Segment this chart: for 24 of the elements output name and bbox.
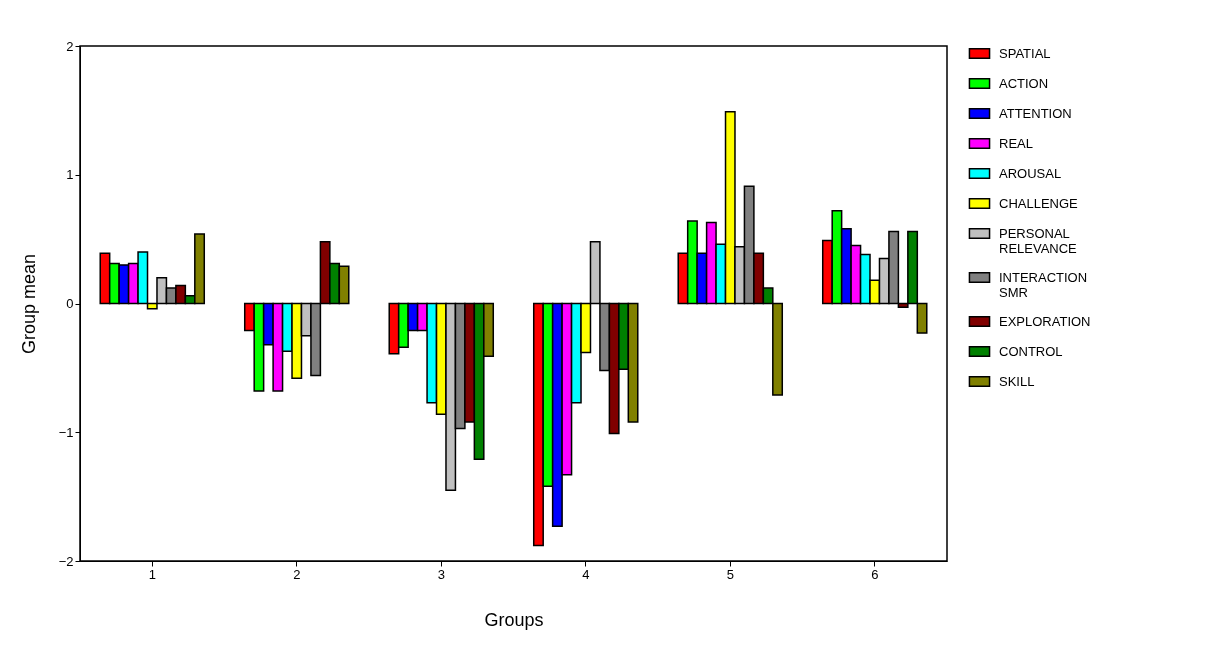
legend-label: PERSONAL RELEVANCE [999,225,1078,256]
legend-label: SKILL [999,373,1035,389]
x-tick-label: 1 [148,566,156,582]
y-tick-label: −2 [58,553,74,569]
y-tick-label: 0 [66,296,74,311]
x-tick-label: 5 [726,566,734,582]
legend-label: ACTION [999,75,1049,91]
legend-label: EXPLORATION [999,313,1091,329]
legend-label: CHALLENGE [999,195,1079,211]
x-tick-label: 4 [582,566,590,582]
y-tick-label: −1 [58,424,74,440]
y-tick-label: 2 [66,38,74,54]
legend-label: CONTROL [999,343,1063,359]
x-tick-label: 6 [871,566,879,582]
legend-label: INTERACTION SMR [999,269,1088,300]
legend-label: REAL [999,135,1033,151]
y-tick-label: 1 [66,167,74,183]
x-axis-title: Groups [484,609,544,630]
y-axis-title: Group mean [18,253,39,355]
x-tick-label: 3 [437,566,445,582]
x-tick-label: 2 [293,566,301,582]
legend-label: SPATIAL [999,45,1051,61]
legend-label: AROUSAL [999,165,1062,181]
legend-label: ATTENTION [999,105,1072,121]
